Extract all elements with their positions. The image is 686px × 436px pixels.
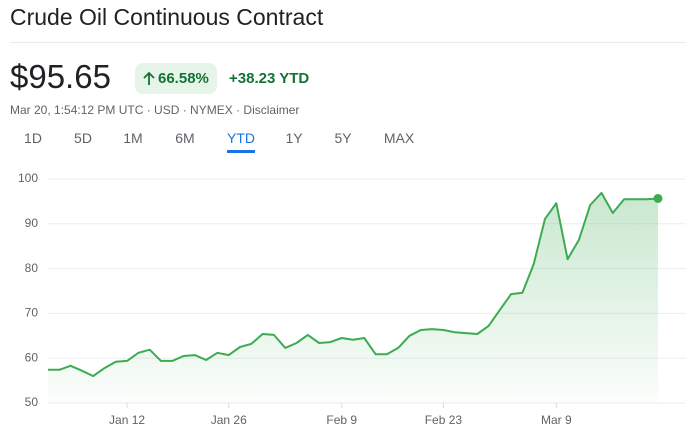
change: +38.23 YTD [229, 70, 310, 87]
y-tick-label: 100 [18, 171, 38, 185]
y-tick-label: 60 [25, 350, 39, 364]
y-tick-label: 50 [25, 395, 39, 409]
meta: Mar 20, 1:54:12 PM UTC · USD · NYMEX · D… [10, 103, 299, 117]
range-tab[interactable]: 1Y [285, 130, 303, 146]
range-tab[interactable]: YTD [227, 130, 255, 153]
x-tick-label: Jan 26 [211, 413, 247, 427]
disclaimer-link[interactable]: Disclaimer [243, 103, 300, 117]
x-tick-label: Jan 12 [109, 413, 145, 427]
range-tab[interactable]: 1D [24, 130, 42, 146]
range-tab[interactable]: 5D [74, 130, 92, 146]
x-tick-label: Mar 9 [541, 413, 572, 427]
up-arrow [143, 71, 155, 85]
price: $95.65 [10, 58, 111, 95]
y-tick-label: 80 [25, 261, 39, 275]
x-tick-label: Feb 9 [326, 413, 357, 427]
divider [10, 42, 686, 43]
range-tab[interactable]: 1M [123, 130, 143, 146]
change-percent: 66.58% [158, 70, 209, 87]
meta-text: Mar 20, 1:54:12 PM UTC · USD · NYMEX · [10, 103, 241, 117]
price-line [48, 191, 659, 378]
y-tick-label: 70 [25, 306, 39, 320]
x-tick-label: Feb 23 [425, 413, 463, 427]
change-badge: 66.58% [135, 63, 217, 94]
title: Crude Oil Continuous Contract [10, 4, 324, 30]
y-tick-label: 90 [25, 216, 39, 230]
range-tabs: 1D 5D 1M 6M YTD 1Y 5Y MAX [0, 130, 686, 154]
area [48, 192, 658, 403]
last-point [653, 193, 663, 203]
range-tab[interactable]: 6M [175, 130, 195, 146]
range-tab[interactable]: MAX [383, 130, 415, 146]
range-tab[interactable]: 5Y [334, 130, 352, 146]
